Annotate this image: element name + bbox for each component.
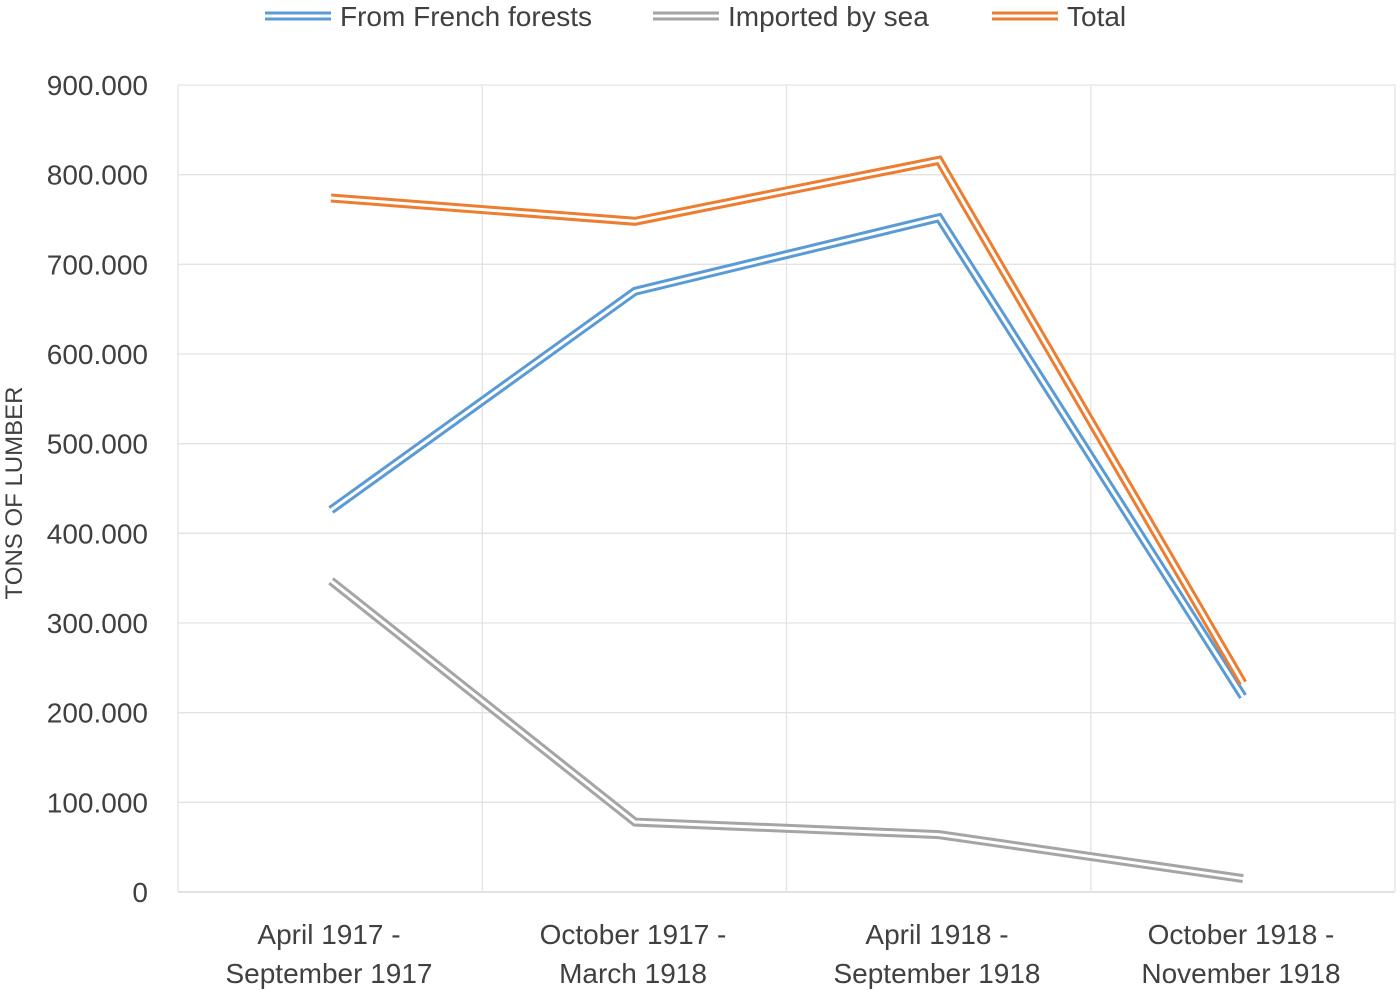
legend-item: Total xyxy=(992,1,1126,32)
y-tick-label: 400.000 xyxy=(47,518,148,549)
legend-item: From French forests xyxy=(265,1,592,32)
x-tick-label: October 1917 - xyxy=(540,919,727,950)
y-tick-label: 700.000 xyxy=(47,249,148,280)
y-tick-label: 200.000 xyxy=(47,698,148,729)
y-axis-tick-labels: 0 100.000 200.000 300.000 400.000 500.000 600.… xyxy=(47,70,148,908)
legend-label: Imported by sea xyxy=(728,1,929,32)
x-axis-tick-labels: April 1917 - September 1917 October 1917 -… xyxy=(225,919,1340,989)
x-tick-label: October 1918 - xyxy=(1148,919,1335,950)
legend-label: Total xyxy=(1067,1,1126,32)
y-axis-title: TONS OF LUMBER xyxy=(1,387,28,600)
y-tick-label: 600.000 xyxy=(47,339,148,370)
y-tick-label: 800.000 xyxy=(47,160,148,191)
y-tick-label: 900.000 xyxy=(47,70,148,101)
legend-label: From French forests xyxy=(340,1,592,32)
x-tick-label: April 1917 - xyxy=(257,919,400,950)
legend-item: Imported by sea xyxy=(653,1,929,32)
x-tick-label: September 1918 xyxy=(833,958,1040,989)
legend: From French forests Imported by sea Total xyxy=(265,1,1126,32)
y-tick-label: 500.000 xyxy=(47,429,148,460)
x-tick-label: March 1918 xyxy=(559,958,707,989)
y-tick-label: 300.000 xyxy=(47,608,148,639)
y-tick-label: 0 xyxy=(132,877,148,908)
x-tick-label: November 1918 xyxy=(1141,958,1340,989)
y-tick-label: 100.000 xyxy=(47,787,148,818)
x-tick-label: April 1918 - xyxy=(865,919,1008,950)
x-tick-label: September 1917 xyxy=(225,958,432,989)
